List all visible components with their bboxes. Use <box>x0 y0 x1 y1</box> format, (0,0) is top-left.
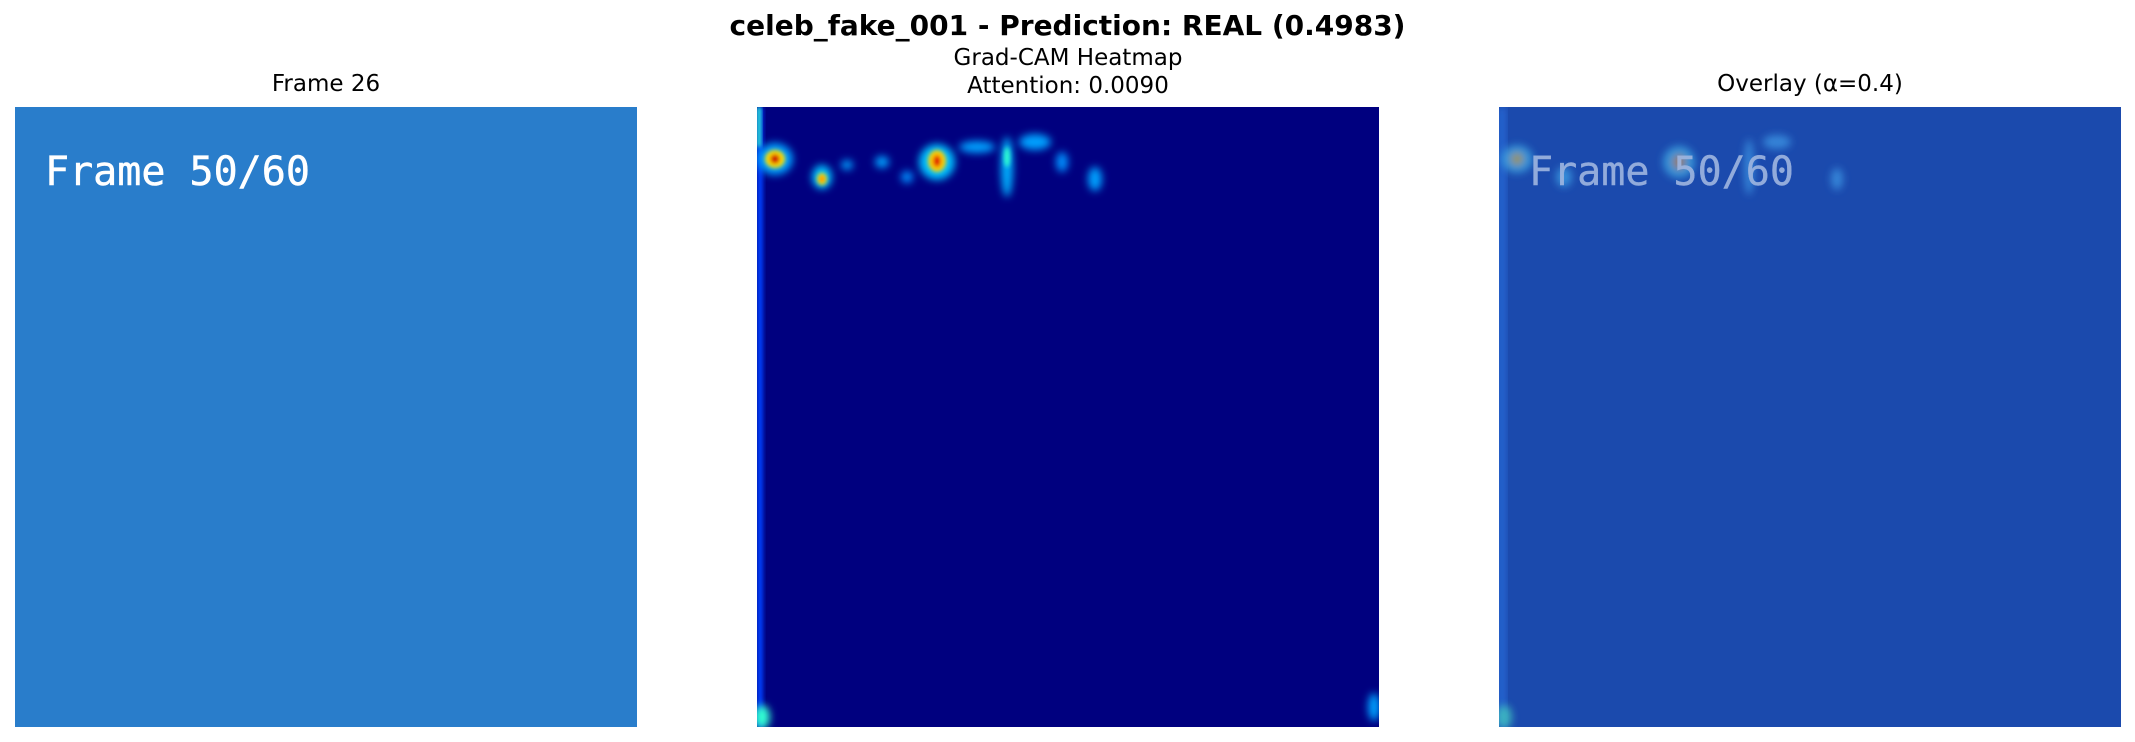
panel-title-overlay: Overlay (α=0.4) <box>1499 70 2121 98</box>
overlay-frame-counter-text: Frame 50/60 <box>1529 149 1794 195</box>
overlay-image: Frame 50/60 <box>1499 107 2121 727</box>
gradcam-heatmap <box>757 107 1379 727</box>
heatmap-title-line1: Grad-CAM Heatmap <box>757 44 1379 72</box>
panel-title-frame: Frame 26 <box>15 70 637 98</box>
frame-counter-text: Frame 50/60 <box>45 149 310 195</box>
figure-suptitle: celeb_fake_001 - Prediction: REAL (0.498… <box>0 6 2135 46</box>
heatmap-title-line2: Attention: 0.0090 <box>757 72 1379 100</box>
panel-title-heatmap: Grad-CAM Heatmap Attention: 0.0090 <box>757 44 1379 100</box>
frame-image: Frame 50/60 <box>15 107 637 727</box>
